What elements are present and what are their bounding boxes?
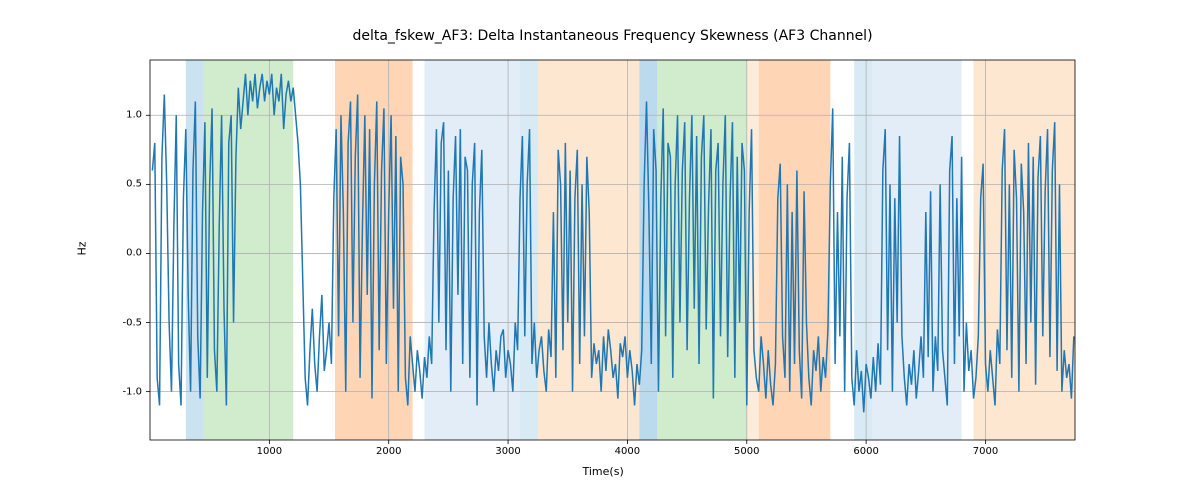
y-tick-label: 0.0 bbox=[110, 248, 142, 259]
y-tick-label: -1.0 bbox=[110, 386, 142, 397]
highlight-band bbox=[425, 60, 520, 440]
y-tick-label: 1.0 bbox=[110, 110, 142, 121]
y-axis-label: Hz bbox=[76, 241, 89, 255]
x-tick-label: 2000 bbox=[376, 446, 401, 457]
x-axis-label: Time(s) bbox=[583, 465, 624, 478]
x-tick-label: 4000 bbox=[615, 446, 640, 457]
highlight-band bbox=[759, 60, 831, 440]
y-tick-label: -0.5 bbox=[110, 317, 142, 328]
x-tick-label: 1000 bbox=[257, 446, 282, 457]
x-tick-label: 5000 bbox=[734, 446, 759, 457]
x-tick-label: 7000 bbox=[973, 446, 998, 457]
highlight-band bbox=[520, 60, 538, 440]
x-tick-label: 6000 bbox=[853, 446, 878, 457]
highlight-band bbox=[639, 60, 657, 440]
plot-area bbox=[150, 60, 1075, 440]
chart-title: delta_fskew_AF3: Delta Instantaneous Fre… bbox=[150, 28, 1075, 44]
y-tick-label: 0.5 bbox=[110, 179, 142, 190]
x-tick-label: 3000 bbox=[495, 446, 520, 457]
